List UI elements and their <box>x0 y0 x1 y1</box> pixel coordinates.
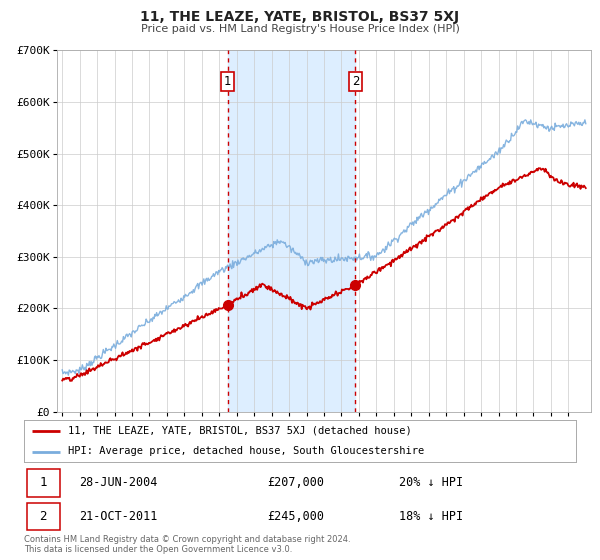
FancyBboxPatch shape <box>27 503 60 530</box>
Text: 11, THE LEAZE, YATE, BRISTOL, BS37 5XJ: 11, THE LEAZE, YATE, BRISTOL, BS37 5XJ <box>140 10 460 24</box>
Text: 1: 1 <box>224 75 232 88</box>
Text: 28-JUN-2004: 28-JUN-2004 <box>79 477 158 489</box>
Text: 2: 2 <box>40 510 47 523</box>
Text: Price paid vs. HM Land Registry's House Price Index (HPI): Price paid vs. HM Land Registry's House … <box>140 24 460 34</box>
Text: HPI: Average price, detached house, South Gloucestershire: HPI: Average price, detached house, Sout… <box>68 446 424 456</box>
Text: 20% ↓ HPI: 20% ↓ HPI <box>400 477 463 489</box>
Text: Contains HM Land Registry data © Crown copyright and database right 2024.
This d: Contains HM Land Registry data © Crown c… <box>24 535 350 554</box>
FancyBboxPatch shape <box>27 469 60 497</box>
Text: 11, THE LEAZE, YATE, BRISTOL, BS37 5XJ (detached house): 11, THE LEAZE, YATE, BRISTOL, BS37 5XJ (… <box>68 426 412 436</box>
Text: 1: 1 <box>40 477 47 489</box>
Bar <box>227 50 355 412</box>
Text: £207,000: £207,000 <box>267 477 324 489</box>
Text: 21-OCT-2011: 21-OCT-2011 <box>79 510 158 523</box>
Text: 2: 2 <box>352 75 359 88</box>
Text: £245,000: £245,000 <box>267 510 324 523</box>
Text: 18% ↓ HPI: 18% ↓ HPI <box>400 510 463 523</box>
